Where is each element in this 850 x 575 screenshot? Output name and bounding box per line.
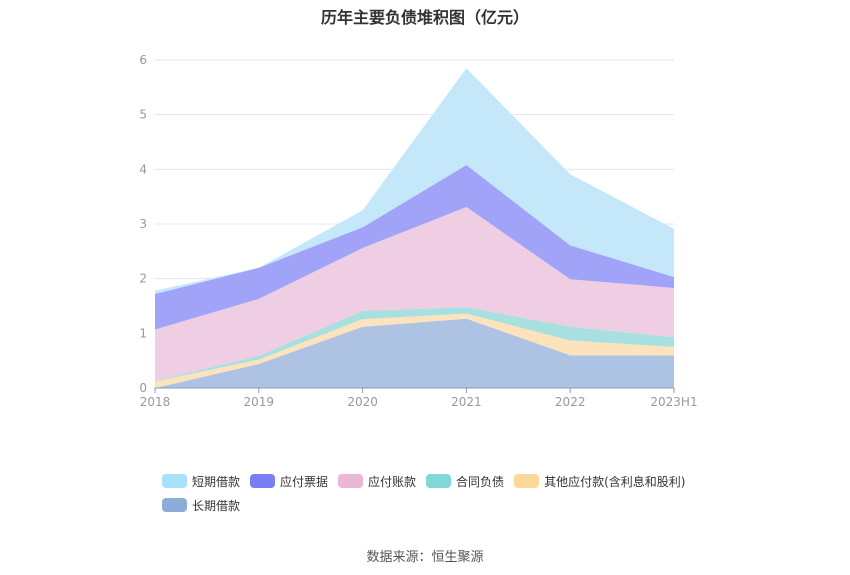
area-series-3 [155,207,674,381]
legend-swatch [250,474,276,488]
x-tick-label: 2020 [347,395,378,409]
legend-label: 合同负债 [456,474,505,489]
legend-swatch [162,474,187,488]
legend-item[interactable]: 应付票据 [250,473,328,489]
y-tick-label: 3 [139,217,147,231]
y-tick-label: 4 [139,162,147,176]
legend-item[interactable]: 其他应付款(含利息和股利) [514,473,685,489]
legend-item[interactable]: 长期借款 [162,497,240,513]
legend-label: 其他应付款(含利息和股利) [544,474,686,489]
legend: 短期借款 应付票据 应付账款 合同负债 其他应付款(含利息和股利) 长期借款 [162,473,722,521]
area-series-4 [155,164,674,330]
area-series-2 [155,307,674,382]
area-series-0 [155,318,674,388]
legend-label: 短期借款 [192,474,241,489]
y-tick-label: 5 [139,108,147,122]
y-tick-label: 2 [139,272,147,286]
y-tick-label: 1 [139,326,147,340]
x-tick-label: 2022 [555,395,586,409]
area-series-5 [155,68,674,294]
x-tick-label: 2023H1 [650,395,697,409]
legend-label: 应付账款 [368,474,417,489]
y-tick-label: 0 [139,381,147,395]
data-source: 数据来源：恒生聚源 [366,550,484,565]
legend-swatch [162,498,187,512]
area-series-1 [155,313,674,388]
plot-area: 0 1 2 3 4 5 6 2018 2019 2020 2021 2022 2023H1 [139,53,697,409]
legend-swatch [338,474,364,488]
legend-label: 长期借款 [192,498,241,513]
legend-label: 应付票据 [280,474,329,489]
y-tick-label: 6 [139,53,147,67]
legend-swatch [514,474,540,488]
legend-item[interactable]: 短期借款 [162,473,240,489]
legend-swatch [426,474,452,488]
x-tick-label: 2018 [140,395,171,409]
legend-item[interactable]: 应付账款 [338,473,416,489]
x-tick-label: 2021 [451,395,482,409]
legend-item[interactable]: 合同负债 [426,473,504,489]
x-tick-label: 2019 [244,395,275,409]
chart-title: 历年主要负债堆积图（亿元） [320,8,529,27]
